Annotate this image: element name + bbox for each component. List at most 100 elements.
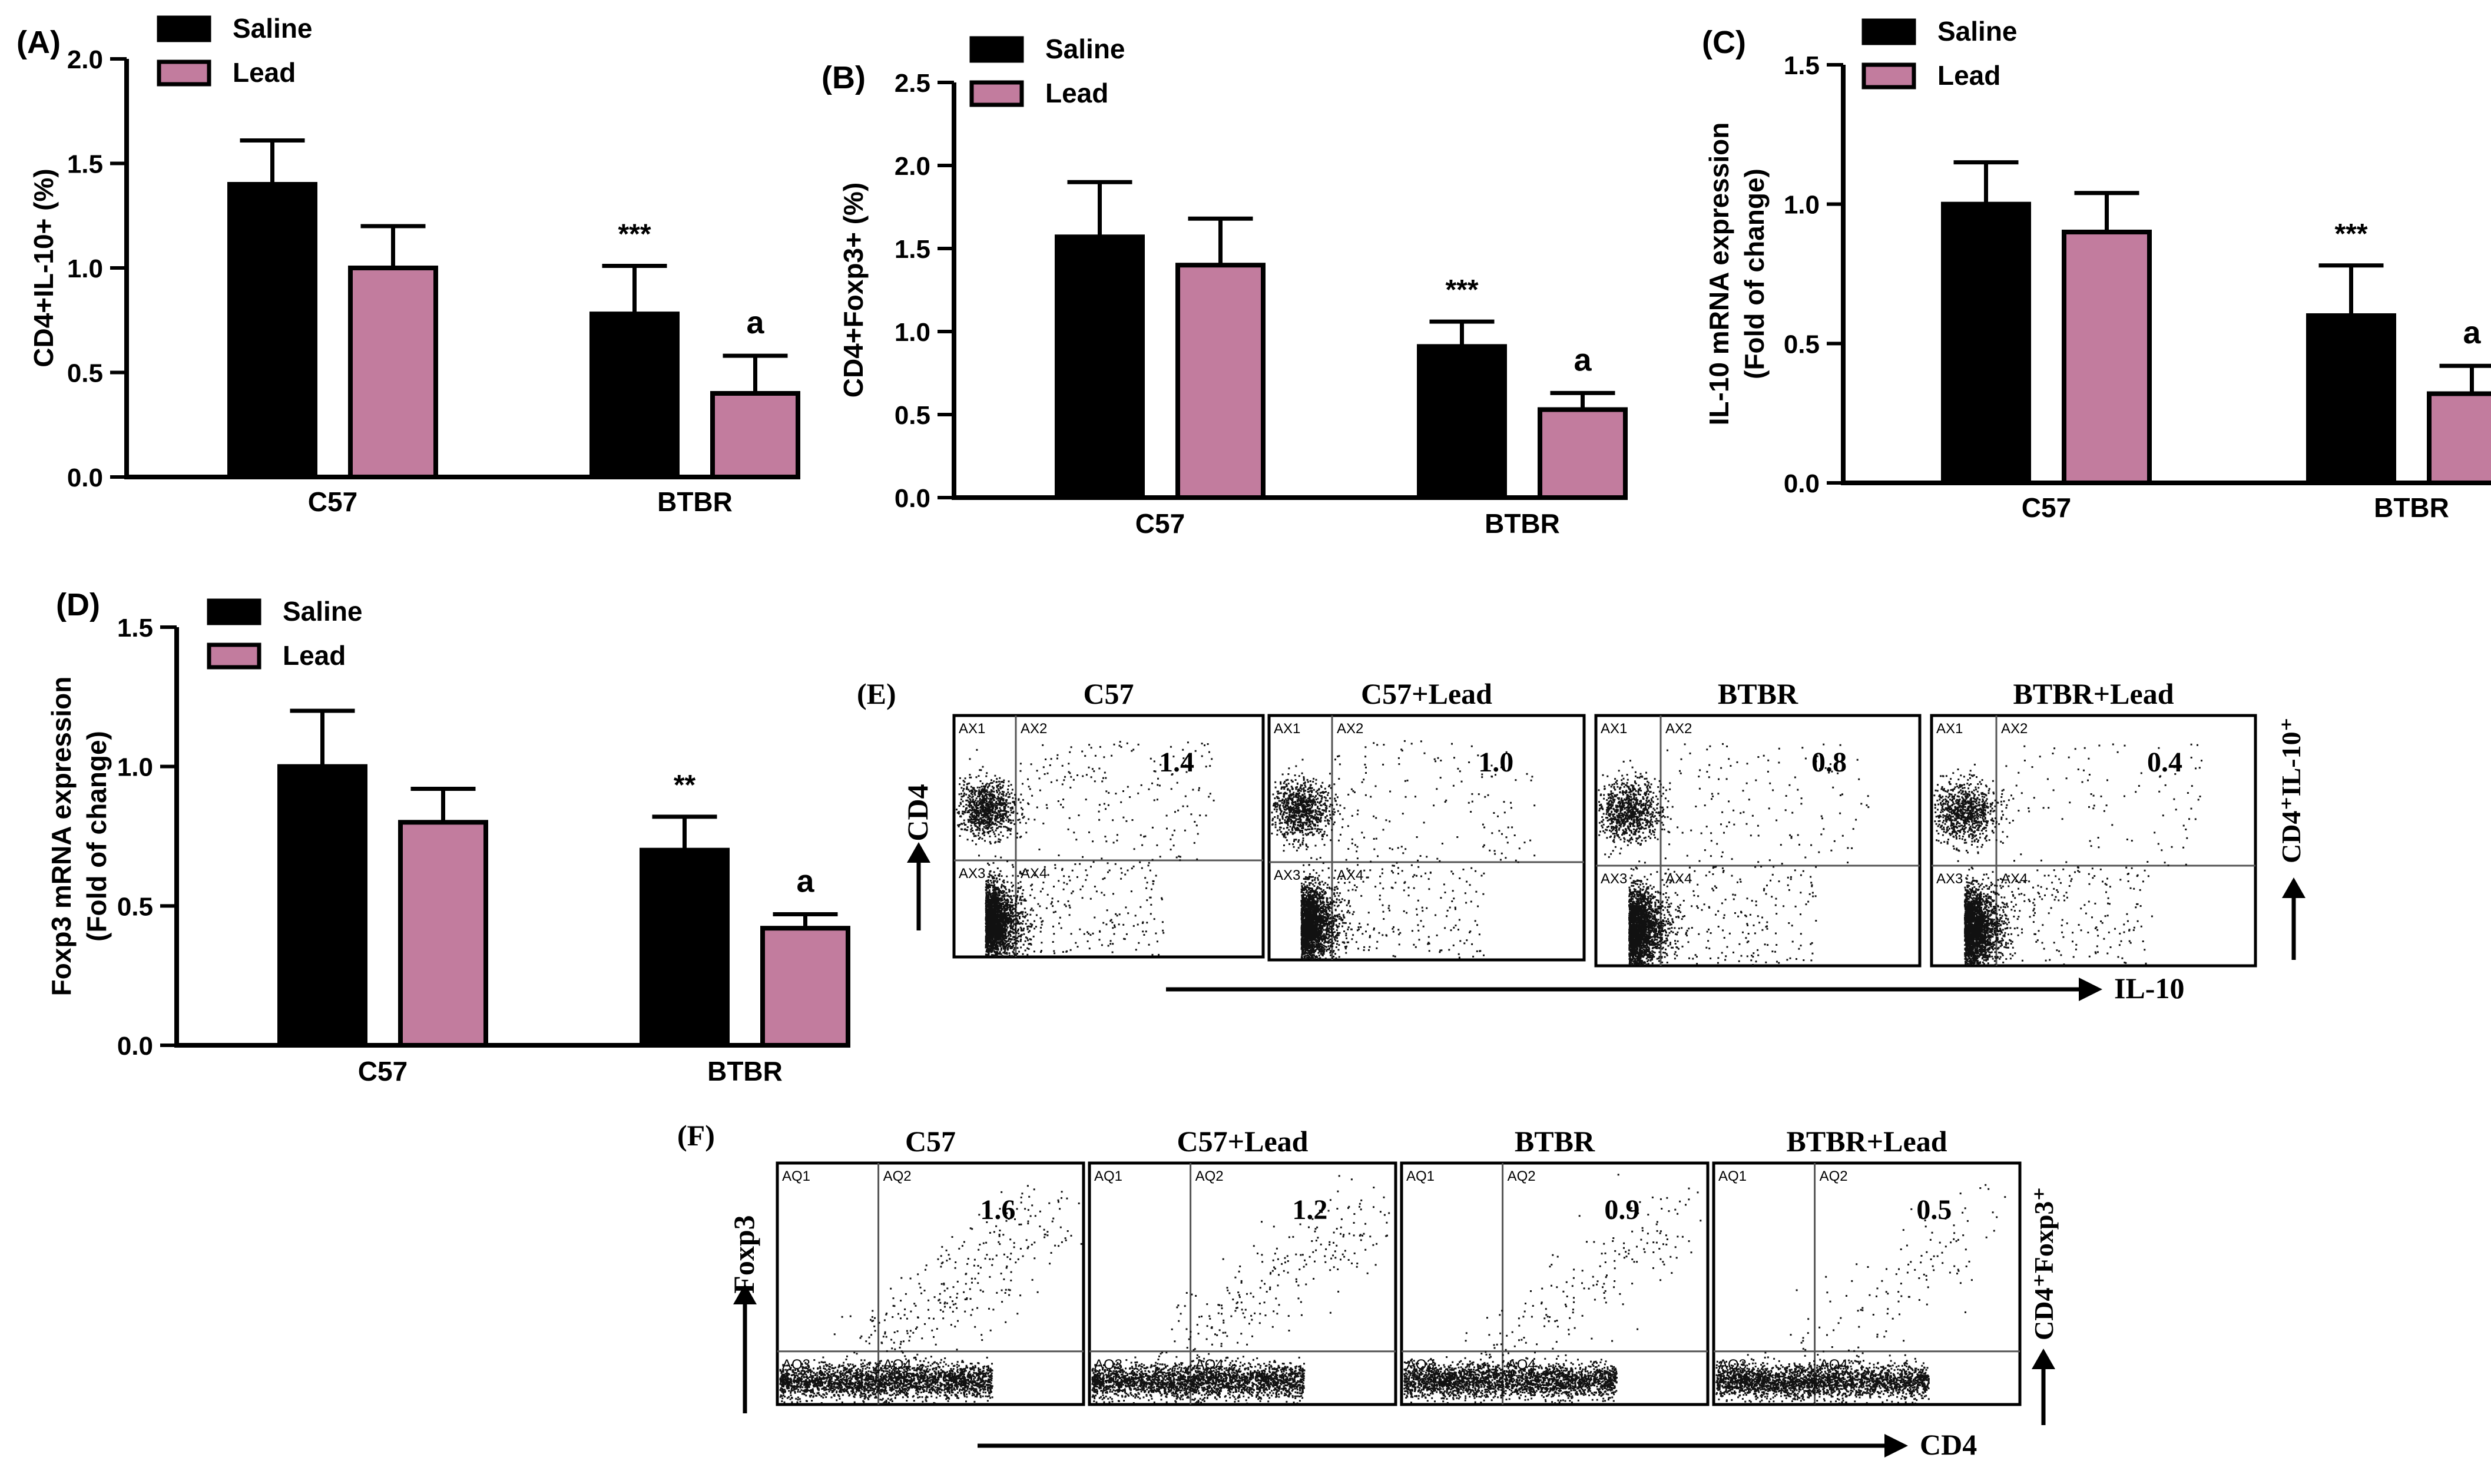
x-tick-label: BTBR [657,486,733,517]
legend-swatch-saline [1861,18,1916,45]
y-tick-label: 0.5 [1784,330,1820,359]
legend-swatch-lead [207,642,261,670]
quadrant-label: AX1 [959,721,985,737]
panel-label: (A) [16,25,61,60]
flow-plot-title: C57 [905,1125,956,1158]
panel-label: (D) [56,587,100,622]
significance-mark: a [1574,342,1592,377]
quadrant-label: AQ1 [782,1168,810,1184]
x-tick-label: C57 [2022,492,2071,523]
quadrant-label: AX3 [1601,871,1627,887]
bar-saline [1417,344,1507,500]
quadrant-label: AX4 [2001,871,2028,887]
flow-plot-frame [776,1161,1085,1406]
y-axis-label: CD4+Foxp3+ (%) [838,183,869,398]
quadrant-label: AX3 [959,866,985,882]
flow-plot-value: 1.2 [1292,1194,1327,1225]
panel-c-bar-chart: (C) 0.0 0.5 1.0 1.5 IL-10 mRNA expression (Fol… [1702,16,2491,523]
quadrant-label: AX1 [1274,721,1300,737]
quadrant-label: AQ2 [883,1168,912,1184]
legend-label-saline: Saline [233,13,313,44]
legend-label-lead: Lead [233,57,296,88]
x-tick-label: BTBR [707,1056,783,1086]
legend-label-saline: Saline [1045,34,1125,64]
quadrant-label: AQ2 [1195,1168,1224,1184]
y-tick-label: 2.0 [895,152,930,181]
quadrant-label: AQ3 [1094,1357,1122,1373]
quadrant-label: AX2 [1021,721,1047,737]
bar-saline [277,764,367,1048]
panel-a-bar-chart: (A) 0.0 0.5 1.0 1.5 2.0 CD4+IL-10+ (%) C57 *** a B… [16,13,800,517]
bar-saline [2306,313,2396,485]
quadrant-label: AQ1 [1094,1168,1122,1184]
significance-mark: a [746,305,764,340]
panel-d-bar-chart: (D) 0.0 0.5 1.0 1.5 Foxp3 mRNA expression (Fol… [46,587,850,1086]
quadrant-label: AQ2 [1508,1168,1536,1184]
quadrant-label: AX1 [1601,721,1627,737]
y-axis-label: Foxp3 [727,1215,760,1293]
flow-dots [1598,743,1870,966]
panel-label: (E) [857,677,896,710]
legend-label-lead: Lead [1937,60,2000,91]
flow-plot-frame [1088,1161,1397,1406]
flow-plot: AX1 AX2 AX3 AX4 BTBR+Lead 0.4 [1930,677,2257,968]
right-arrowhead [2032,1349,2055,1369]
legend-label-lead: Lead [283,640,346,671]
legend-label-saline: Saline [283,596,363,627]
y-tick-label: 0.5 [67,359,103,388]
right-label: CD4⁺IL-10⁺ [2276,717,2306,863]
y-tick-label: 0.0 [1784,469,1820,498]
bar-lead [2427,391,2491,485]
quadrant-label: AX4 [1665,871,1692,887]
legend-swatch-saline [207,598,261,625]
y-axis-label: CD4 [901,784,934,841]
x-tick-label: C57 [358,1056,408,1086]
significance-mark: *** [1445,274,1478,306]
y-tick-label: 2.5 [895,69,930,98]
y-tick-label: 0.0 [895,484,930,513]
flow-plot-value: 0.4 [2147,747,2182,778]
flow-plot-value: 0.9 [1604,1194,1639,1225]
quadrant-label: AX1 [1936,721,1963,737]
bar-lead [710,391,800,479]
flow-dots [1403,1174,1702,1404]
flow-plot-value: 0.5 [1916,1194,1952,1225]
legend-swatch-saline [157,15,211,42]
flow-plot-frame [1712,1161,2022,1406]
y-axis-label-line2: (Fold of change) [81,731,112,942]
flow-plot-title: BTBR [1718,677,1798,710]
legend-label-saline: Saline [1937,16,2018,47]
bar-lead [398,820,488,1048]
panel-label: (B) [822,60,866,95]
flow-plot-title: BTBR [1515,1125,1595,1158]
legend-swatch-lead [1861,62,1916,90]
y-tick-label: 1.0 [895,318,930,347]
y-tick-label: 1.5 [117,614,153,642]
panel-label: (F) [677,1119,715,1152]
flow-dots [956,741,1215,957]
quadrant-label: AX3 [1274,867,1300,883]
x-tick-label: C57 [308,486,357,517]
y-tick-label: 0.5 [895,401,930,430]
y-axis-arrowhead [733,1284,757,1304]
bar-lead [2062,230,2152,485]
y-axis-label: CD4+IL-10+ (%) [28,168,59,367]
y-tick-label: 1.0 [67,254,103,283]
y-tick-label: 1.5 [1784,51,1820,80]
legend-swatch-saline [969,36,1024,63]
flow-plot-value: 1.0 [1478,747,1513,778]
panel-label: (C) [1702,25,1746,60]
x-axis-label: CD4 [1920,1428,1977,1461]
bar-lead [1538,407,1628,500]
quadrant-label: AX3 [1936,871,1963,887]
bar-saline [1055,234,1145,500]
y-tick-label: 0.0 [67,463,103,492]
flow-plot: AX1 AX2 AX3 AX4 BTBR 0.8 [1594,677,1922,968]
panel-b-bar-chart: (B) 0.0 0.5 1.0 1.5 2.0 2.5 CD4+Foxp3+ (%) C57 **… [822,34,1628,539]
legend-swatch-lead [157,59,211,87]
